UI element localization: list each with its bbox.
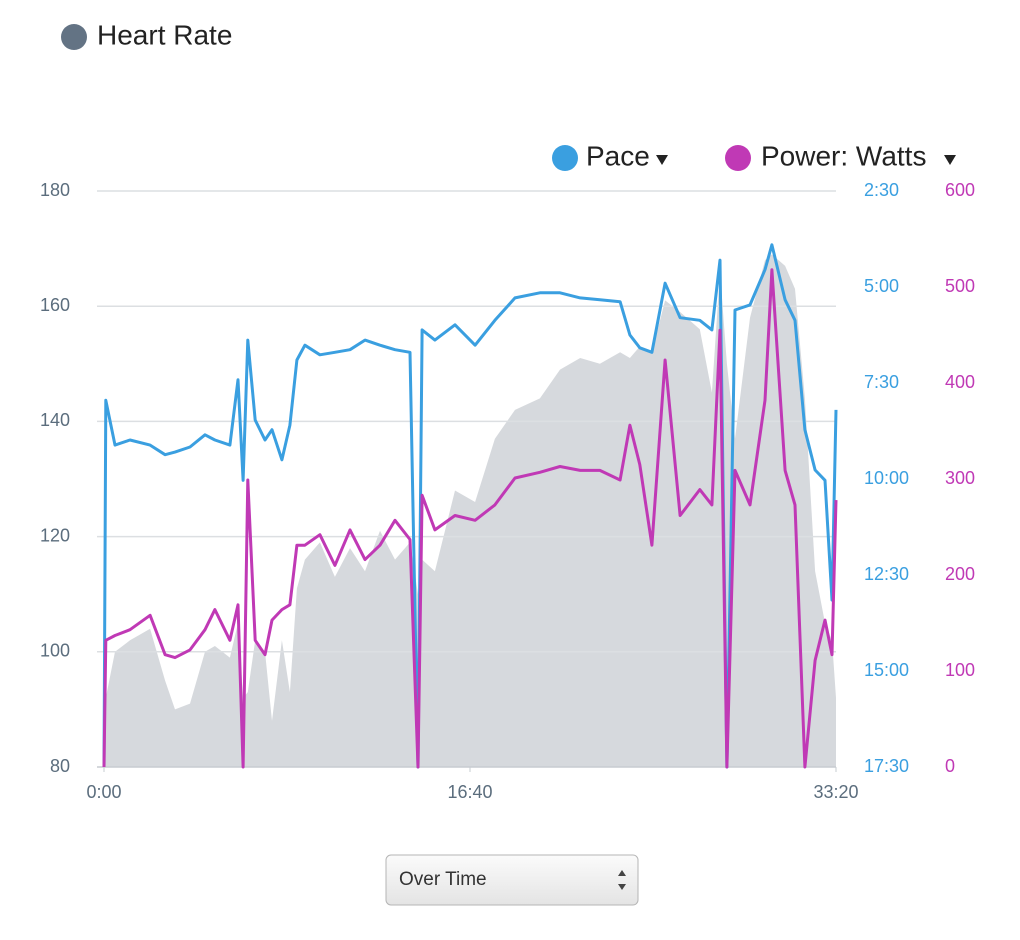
series-line xyxy=(102,243,838,769)
dropdown-arrow[interactable] xyxy=(656,155,668,165)
y3ticks-label: 0 xyxy=(945,756,955,776)
y2ticks-label: 2:30 xyxy=(864,180,899,200)
legend-label: Pace xyxy=(586,140,650,171)
y3ticks-label: 300 xyxy=(945,468,975,488)
y2ticks-label: 17:30 xyxy=(864,756,909,776)
area-layer xyxy=(104,254,836,767)
yticks-label: 120 xyxy=(40,525,70,545)
line-layer xyxy=(102,243,838,769)
y2ticks-label: 15:00 xyxy=(864,660,909,680)
legend-dot xyxy=(552,145,578,171)
select-label[interactable]: Over Time xyxy=(399,869,487,890)
series-line xyxy=(102,268,838,769)
y3ticks-label: 100 xyxy=(945,660,975,680)
dropdown-arrow[interactable] xyxy=(944,155,956,165)
x-tick-label: 16:40 xyxy=(447,782,492,802)
select-box[interactable] xyxy=(385,854,639,906)
y3ticks-label: 600 xyxy=(945,180,975,200)
yticks-label: 180 xyxy=(40,180,70,200)
y3ticks-label: 200 xyxy=(945,564,975,584)
y2ticks-label: 7:30 xyxy=(864,372,899,392)
y3ticks-label: 400 xyxy=(945,372,975,392)
legend-dot xyxy=(725,145,751,171)
legend-label: Power: Watts xyxy=(761,140,926,171)
select-arrows xyxy=(618,870,626,890)
yticks-label: 80 xyxy=(50,756,70,776)
heart-rate-area xyxy=(104,254,836,767)
view-select[interactable]: Over Time xyxy=(385,854,639,906)
legend-dot xyxy=(61,24,87,50)
y2ticks-label: 5:00 xyxy=(864,276,899,296)
legend: Heart Rate Pace Power: Watts xyxy=(61,19,926,171)
y2ticks-label: 10:00 xyxy=(864,468,909,488)
y3ticks-label: 500 xyxy=(945,276,975,296)
grid-layer xyxy=(97,190,837,772)
yticks-label: 160 xyxy=(40,295,70,315)
label-layer: 80 100 120 140 160 180 2:30 5:00 7:30 10:00 12:30 1… xyxy=(40,180,975,802)
y2ticks-label: 12:30 xyxy=(864,564,909,584)
legend-label: Heart Rate xyxy=(97,19,232,50)
x-tick-label: 33:20 xyxy=(813,782,858,802)
yticks-label: 140 xyxy=(40,410,70,430)
x-tick-label: 0:00 xyxy=(86,782,121,802)
yticks-label: 100 xyxy=(40,641,70,661)
